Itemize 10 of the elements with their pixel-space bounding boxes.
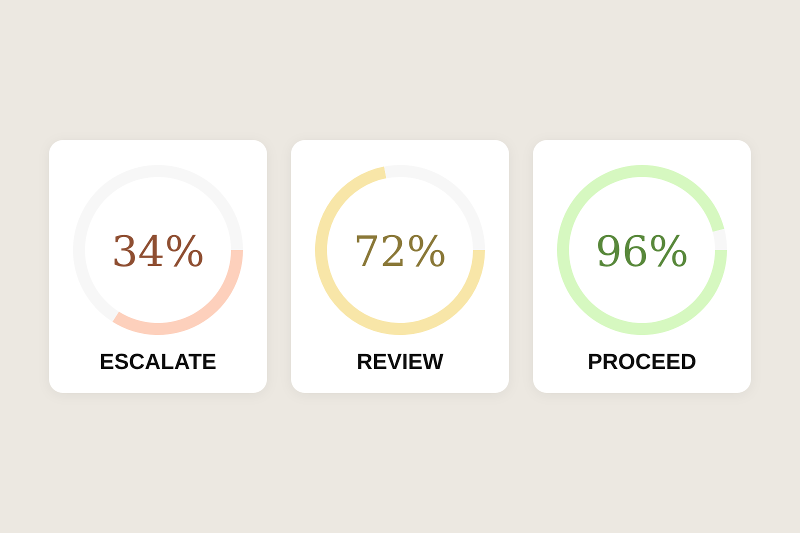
donut-slice <box>557 165 727 335</box>
text: REVIEW <box>356 349 444 374</box>
data-label: 34% <box>111 227 205 276</box>
data-label: 72% <box>353 227 447 276</box>
data-label: 96% <box>595 227 689 276</box>
donut-slice <box>315 166 485 335</box>
donut-slice <box>712 228 727 250</box>
text: PROCEED <box>588 349 696 374</box>
donut-slice <box>73 165 243 322</box>
text: ESCALATE <box>100 349 216 374</box>
